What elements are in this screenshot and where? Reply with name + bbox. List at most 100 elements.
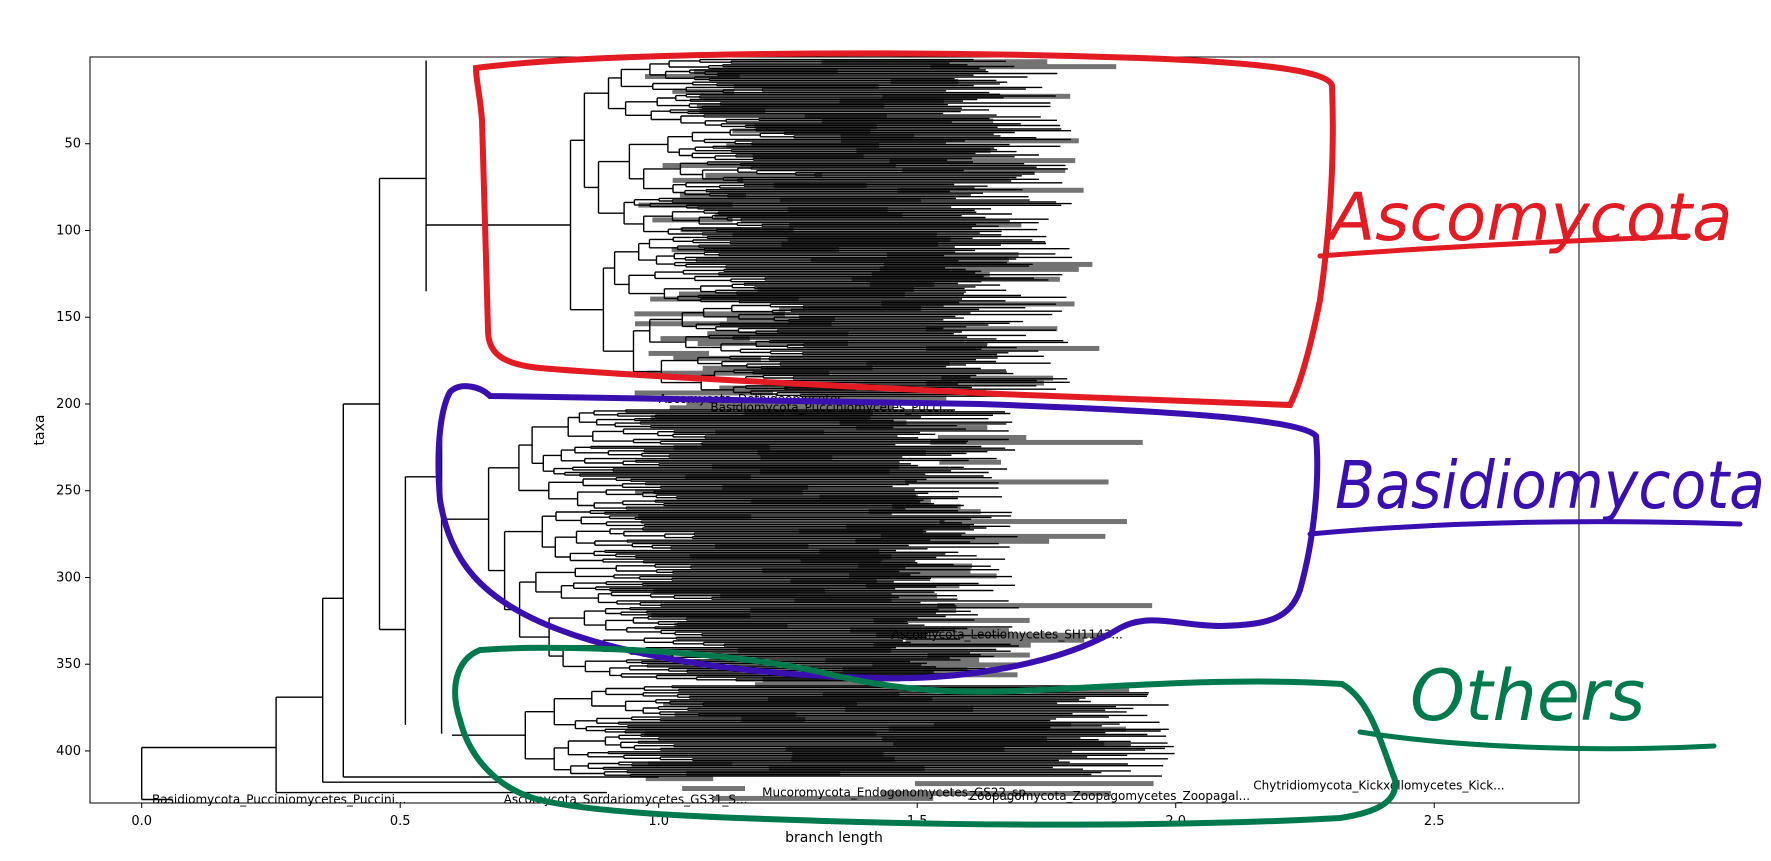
leaf-label-texture	[788, 208, 888, 213]
leaf-label-texture	[673, 178, 743, 183]
leaf-label-texture	[686, 771, 840, 776]
leaf-label-texture	[645, 74, 740, 79]
y-tick-label: 50	[64, 137, 81, 152]
leaf-label-texture	[822, 119, 993, 124]
leaf-label-texture	[866, 361, 949, 366]
x-tick-label: 0.0	[131, 814, 152, 829]
annotation-others: Others	[1410, 655, 1645, 737]
leaf-label-texture	[651, 613, 750, 618]
leaf-label-texture	[703, 366, 873, 371]
leaf-label-texture	[881, 534, 1106, 539]
annotation-basidiomycota: Basidiomycota	[1335, 447, 1765, 524]
annotation-ascomycota: Ascomycota	[1326, 179, 1733, 256]
leaf-label-texture	[937, 603, 1152, 608]
leaf-label-texture	[825, 657, 979, 662]
leaf-label-texture	[887, 252, 1019, 257]
leaf-label-texture	[852, 277, 1060, 282]
leaf-label-texture	[699, 109, 765, 114]
y-tick-label: 350	[56, 657, 81, 672]
leaf-label-texture	[675, 712, 797, 717]
leaf-label-texture	[856, 425, 987, 430]
leaf-label-texture	[880, 267, 1079, 272]
leaf-label-texture	[866, 583, 960, 588]
leaf-label-texture	[714, 212, 902, 217]
leaf-label-texture	[934, 722, 1071, 727]
leaf-label-texture	[940, 519, 1127, 524]
leaf-label-texture	[840, 420, 907, 425]
leaf-label-texture	[897, 188, 1083, 193]
leaf-label-texture	[870, 282, 935, 287]
leaf-label-texture	[841, 133, 915, 138]
leaf-label-texture	[732, 232, 937, 237]
leaf-label-texture	[651, 415, 871, 420]
leaf-label-texture	[635, 321, 832, 326]
y-tick-label: 200	[56, 397, 81, 412]
x-tick-label: 0.5	[390, 814, 411, 829]
leaf-label-texture	[855, 539, 1049, 544]
leaf-label-texture	[902, 168, 1065, 173]
leaf-label-texture	[672, 247, 839, 252]
leaf-label-texture	[927, 653, 1030, 658]
x-axis-ticks: 0.0 0.5 1.0 1.5 2.0 2.5	[131, 803, 1444, 829]
leaf-label-texture	[660, 336, 749, 341]
leaf-label-texture	[789, 222, 1021, 227]
leaf-label-texture	[680, 193, 746, 198]
leaf-label-texture	[805, 114, 887, 119]
leaf-label-texture	[819, 549, 879, 554]
leaf-label-texture	[648, 761, 732, 766]
leaf-label-texture	[791, 756, 894, 761]
leaf-label-texture	[638, 514, 751, 519]
leaf-label-texture	[874, 643, 1031, 648]
leaf-label-texture	[674, 445, 770, 450]
leaf-label-texture	[674, 623, 787, 628]
leaf-label-texture	[874, 618, 1030, 623]
leaf-label-texture	[680, 227, 793, 232]
leaf-label-texture	[926, 381, 1044, 386]
leaf-label-texture	[751, 499, 931, 504]
leaf-label-texture	[757, 287, 913, 292]
leaf-label-texture	[679, 292, 905, 297]
leaf-label-texture	[750, 608, 956, 613]
leaf-label-texture	[869, 509, 981, 514]
leaf-label-texture	[856, 148, 990, 153]
leaf-label-texture	[819, 494, 918, 499]
leaf-label-texture	[779, 306, 921, 311]
leaf-label-texture	[939, 460, 1001, 465]
x-axis-label: branch length	[785, 830, 883, 846]
leaf-label-texture	[715, 430, 824, 435]
leaf-label: Basidiomycota_Pucciniomycetes_Puccini...	[152, 793, 406, 807]
leaf-label-texture	[926, 326, 1057, 331]
leaf-label-texture	[889, 727, 1126, 732]
leaf-label-texture	[689, 554, 891, 559]
leaf-label-texture	[762, 568, 971, 573]
leaf-label-texture	[845, 707, 973, 712]
leaf-label: Zoopagomycota_Zoopagomycetes_Zoopagal...	[969, 789, 1250, 803]
leaf-label-texture	[769, 766, 925, 771]
y-tick-label: 100	[56, 223, 81, 238]
leaf-label-texture	[782, 242, 938, 247]
leaf-label-texture	[849, 573, 997, 578]
leaf-label-texture	[663, 702, 857, 707]
leaf-label-texture	[663, 163, 896, 168]
leaf-label-texture	[707, 331, 849, 336]
leaf-label-texture	[672, 89, 734, 94]
leaf-label-texture	[858, 564, 972, 569]
leaf-label-texture	[638, 203, 732, 208]
leaf-label-texture	[882, 737, 1047, 742]
leaf-label-texture	[840, 99, 944, 104]
y-axis-label: taxa	[32, 415, 48, 446]
y-tick-label: 150	[56, 310, 81, 325]
leaf-label-texture	[650, 297, 799, 302]
leaf-label-texture	[634, 311, 785, 316]
y-tick-label: 400	[56, 744, 81, 759]
leaf-label-texture	[644, 732, 876, 737]
leaf-label-texture	[801, 559, 882, 564]
leaf-label-texture	[892, 504, 960, 509]
leaf-label-texture	[846, 524, 970, 529]
leaf-label-texture	[726, 143, 879, 148]
y-axis-ticks: 50100150200250300350400	[56, 137, 90, 759]
leaf-label-texture	[715, 544, 809, 549]
leaf-label-texture	[682, 786, 745, 791]
leaf-label-texture	[727, 316, 835, 321]
leaf-label-texture	[823, 692, 900, 697]
